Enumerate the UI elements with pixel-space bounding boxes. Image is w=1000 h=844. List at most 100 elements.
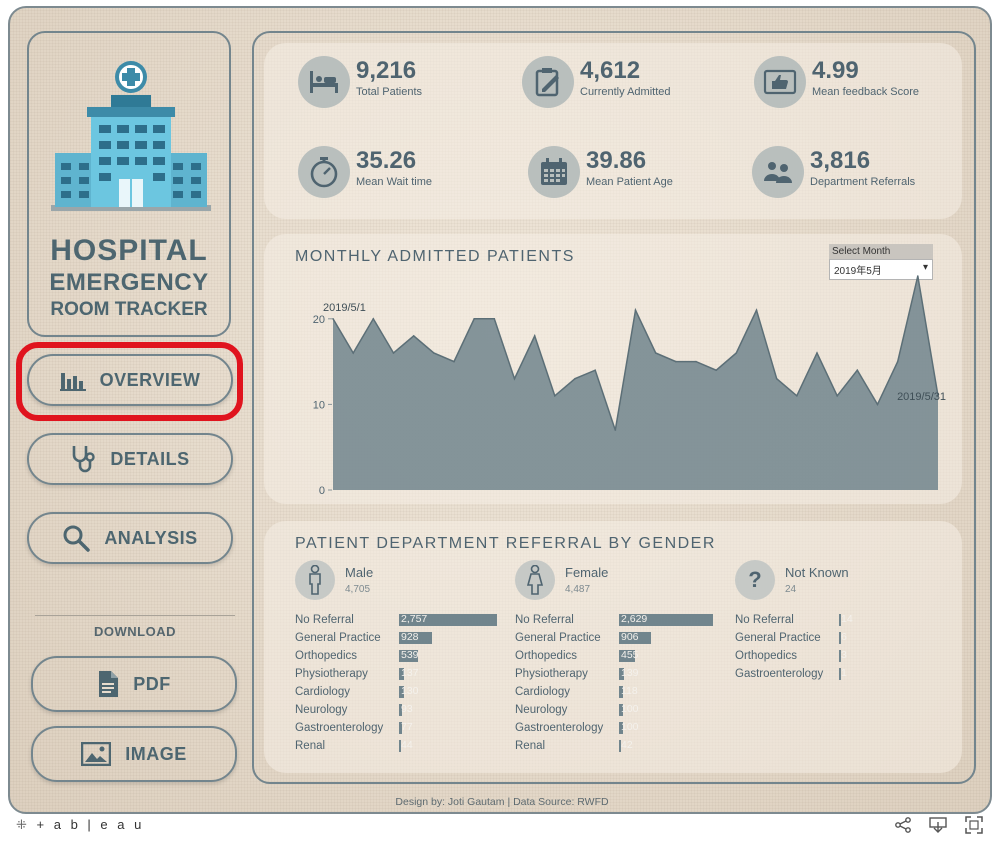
question-icon: ? <box>735 560 775 600</box>
month-dropdown[interactable]: 2019年5月 ▾ <box>829 259 933 280</box>
referral-row[interactable]: Orthopedics 455 <box>515 647 717 665</box>
caret-down-icon: ▾ <box>922 262 928 273</box>
referral-row-label: Orthopedics <box>295 650 358 662</box>
stethoscope-icon <box>73 446 96 473</box>
referral-bar-track: 906 <box>619 631 717 644</box>
referral-row[interactable]: Gastroenterology 77 <box>295 719 497 737</box>
kpi-label: Mean Wait time <box>356 176 433 188</box>
referral-bar <box>399 668 404 680</box>
referral-bar-track: 42 <box>619 739 717 752</box>
download-pdf-button[interactable]: PDF <box>31 656 237 712</box>
referral-row[interactable]: General Practice 906 <box>515 629 717 647</box>
fullscreen-icon[interactable] <box>965 816 983 834</box>
referral-row[interactable]: No Referral 2,629 <box>515 611 717 629</box>
referral-row[interactable]: Physiotherapy 137 <box>295 665 497 683</box>
referral-row-label: Physiotherapy <box>515 668 588 680</box>
download-icon[interactable] <box>929 816 947 834</box>
referral-bar-track: 455 <box>619 649 717 662</box>
referral-bar <box>399 650 419 662</box>
hospital-building-icon <box>51 61 211 211</box>
overview-button[interactable]: OVERVIEW <box>27 354 233 406</box>
referral-row[interactable]: No Referral 14 <box>735 611 937 629</box>
referral-row[interactable]: Neurology 100 <box>515 701 717 719</box>
analysis-button[interactable]: ANALYSIS <box>27 512 233 564</box>
referral-bar <box>619 650 636 662</box>
download-heading: DOWNLOAD <box>94 624 176 639</box>
logo-title-line3: ROOM TRACKER <box>50 299 208 320</box>
gender-name: Female <box>565 565 609 580</box>
referral-rows: No Referral 2,757 General Practice 928 Ortho… <box>295 611 497 755</box>
referral-bar-track: 14 <box>839 613 937 626</box>
details-button[interactable]: DETAILS <box>27 433 233 485</box>
gender-count: 24 <box>785 584 797 595</box>
referral-row-label: Neurology <box>515 704 568 716</box>
referral-bar-track: 1 <box>839 667 937 680</box>
female-icon <box>515 560 555 600</box>
referral-bar-value: 100 <box>621 703 639 715</box>
referral-row[interactable]: Renal 42 <box>515 737 717 755</box>
referral-row[interactable]: Gastroenterology 1 <box>735 665 937 683</box>
referral-title: PATIENT DEPARTMENT REFERRAL BY GENDER <box>295 535 716 552</box>
referral-bar <box>619 722 623 734</box>
sidebar-divider <box>35 615 235 616</box>
monthly-chart-title: MONTHLY ADMITTED PATIENTS <box>295 248 575 265</box>
referral-bar-value: 100 <box>621 721 639 733</box>
gender-count: 4,705 <box>345 584 371 595</box>
kpi-mean-wait-time: 35.26 Mean Wait time <box>298 146 432 198</box>
kpi-panel <box>264 43 962 219</box>
referral-row[interactable]: Neurology 93 <box>295 701 497 719</box>
referral-bar-track: 3 <box>839 649 937 662</box>
referral-row[interactable]: General Practice 6 <box>735 629 937 647</box>
referral-row-label: General Practice <box>515 632 601 644</box>
referral-row-label: Orthopedics <box>735 650 798 662</box>
tableau-mark-icon: ⁜ <box>16 817 30 832</box>
referral-bar-track: 93 <box>399 703 497 716</box>
referral-row[interactable]: Orthopedics 3 <box>735 647 937 665</box>
gender-group-male: Male 4,705 No Referral 2,757 General Pract… <box>295 559 497 755</box>
referral-bar-value: 2,757 <box>401 613 428 625</box>
gender-group-not-known: ? Not Known 24 No Referral 14 General Prac… <box>735 559 937 683</box>
referral-bar-value: 42 <box>621 739 633 751</box>
referral-row[interactable]: Renal 44 <box>295 737 497 755</box>
referral-row[interactable]: General Practice 928 <box>295 629 497 647</box>
referral-row[interactable]: Physiotherapy 139 <box>515 665 717 683</box>
kpi-currently-admitted: 4,612 Currently Admitted <box>522 56 670 108</box>
referral-bar-value: 130 <box>401 685 419 697</box>
referral-bar-value: 93 <box>401 703 413 715</box>
kpi-label: Currently Admitted <box>580 86 671 98</box>
referral-bar-value: 3 <box>841 649 847 661</box>
kpi-value: 9,216 <box>356 57 417 84</box>
referral-bar-track: 928 <box>399 631 497 644</box>
referral-row-label: Gastroenterology <box>295 722 384 734</box>
referral-bar <box>399 686 404 698</box>
referral-bar <box>839 614 841 626</box>
referral-row[interactable]: Cardiology 118 <box>515 683 717 701</box>
referral-row-label: Cardiology <box>295 686 350 698</box>
referral-bar-track: 137 <box>399 667 497 680</box>
referral-row[interactable]: Cardiology 130 <box>295 683 497 701</box>
search-icon <box>63 525 91 552</box>
referral-rows: No Referral 2,629 General Practice 906 Ortho… <box>515 611 717 755</box>
referral-bar-track: 2,629 <box>619 613 717 626</box>
referral-bar-value: 928 <box>401 631 419 643</box>
referral-bar-value: 539 <box>401 649 419 661</box>
download-image-button[interactable]: IMAGE <box>31 726 237 782</box>
referral-bar-value: 137 <box>401 667 419 679</box>
share-icon[interactable] <box>894 816 912 834</box>
referral-row-label: No Referral <box>295 614 354 626</box>
image-label: IMAGE <box>125 743 187 764</box>
month-selector[interactable]: Select Month 2019年5月 ▾ <box>829 244 933 280</box>
tableau-logo[interactable]: ⁜ + a b | e a u <box>16 817 144 833</box>
male-icon <box>295 560 335 600</box>
referral-bar <box>619 632 652 644</box>
people-icon <box>752 146 804 198</box>
bar-chart-icon <box>59 373 86 391</box>
referral-row[interactable]: No Referral 2,757 <box>295 611 497 629</box>
referral-bar-track: 2,757 <box>399 613 497 626</box>
referral-row[interactable]: Gastroenterology 100 <box>515 719 717 737</box>
referral-row-label: Renal <box>515 740 546 752</box>
referral-row[interactable]: Orthopedics 539 <box>295 647 497 665</box>
referral-bar <box>399 704 403 716</box>
month-dropdown-value: 2019年5月 <box>834 266 882 277</box>
kpi-label: Total Patients <box>356 86 423 98</box>
